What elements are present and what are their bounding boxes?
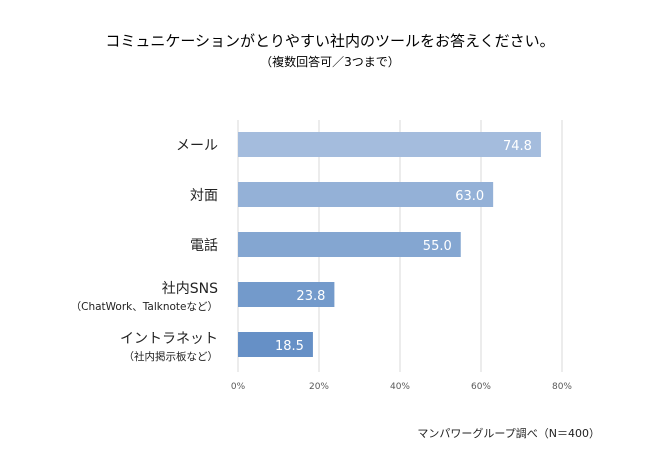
category-label: メール [176,138,218,154]
x-tick-label: 0% [231,382,246,392]
category-label: イントラネット [120,331,218,347]
data-label: 63.0 [455,189,484,204]
data-label: 55.0 [423,239,452,254]
source-note: マンパワーグループ調べ（N＝400） [417,427,600,440]
data-label: 23.8 [296,289,325,304]
data-label: 18.5 [275,339,304,354]
chart-title: コミュニケーションがとりやすい社内のツールをお答えください。 [105,32,555,50]
data-label: 74.8 [503,139,532,154]
x-tick-label: 20% [309,382,329,392]
x-tick-label: 80% [552,382,572,392]
category-label: 社内SNS [162,281,218,297]
bar [238,182,494,207]
category-sublabel: （社内掲示板など） [124,350,219,363]
bar [238,132,541,157]
bar [238,332,313,357]
bar [238,232,461,257]
x-tick-label: 60% [471,382,491,392]
category-label: 電話 [190,237,218,254]
bar [238,282,335,307]
chart-subtitle: （複数回答可／3つまで） [260,55,400,69]
category-label: 対面 [190,188,218,204]
x-tick-label: 40% [390,382,410,392]
category-sublabel: （ChatWork、Talknoteなど） [71,301,218,313]
